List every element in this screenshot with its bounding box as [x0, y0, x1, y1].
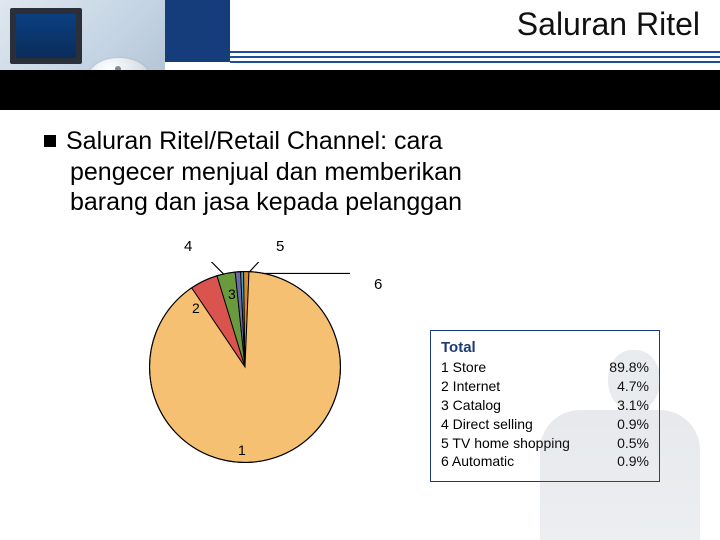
bullet-line1: Saluran Ritel/Retail Channel: cara	[66, 127, 443, 155]
page-title: Saluran Ritel	[517, 6, 700, 43]
callout-4: 4	[184, 238, 192, 255]
bullet-line2: pengecer menjual dan memberikan	[44, 157, 690, 188]
bullet-line3: barang dan jasa kepada pelanggan	[44, 187, 690, 218]
inner-label-1: 1	[238, 442, 246, 458]
legend-name: 2 Internet	[441, 377, 500, 396]
watermark-figure	[510, 320, 720, 540]
pie-svg	[140, 262, 350, 472]
bullet-paragraph: Saluran Ritel/Retail Channel: cara penge…	[44, 126, 690, 218]
callout-6: 6	[374, 276, 382, 293]
bullet-square-icon	[44, 135, 56, 147]
legend-name: 6 Automatic	[441, 452, 514, 471]
legend-name: 3 Catalog	[441, 396, 501, 415]
pie-chart: 4 5 6 1 2 3	[80, 226, 410, 526]
header-black-band	[0, 70, 720, 110]
legend-name: 1 Store	[441, 358, 486, 377]
callout-5: 5	[276, 238, 284, 255]
inner-label-2: 2	[192, 300, 200, 316]
slide-root: Saluran Ritel Saluran Ritel/Retail Chann…	[0, 0, 720, 540]
inner-label-3: 3	[228, 286, 236, 302]
header-rules	[230, 48, 720, 63]
